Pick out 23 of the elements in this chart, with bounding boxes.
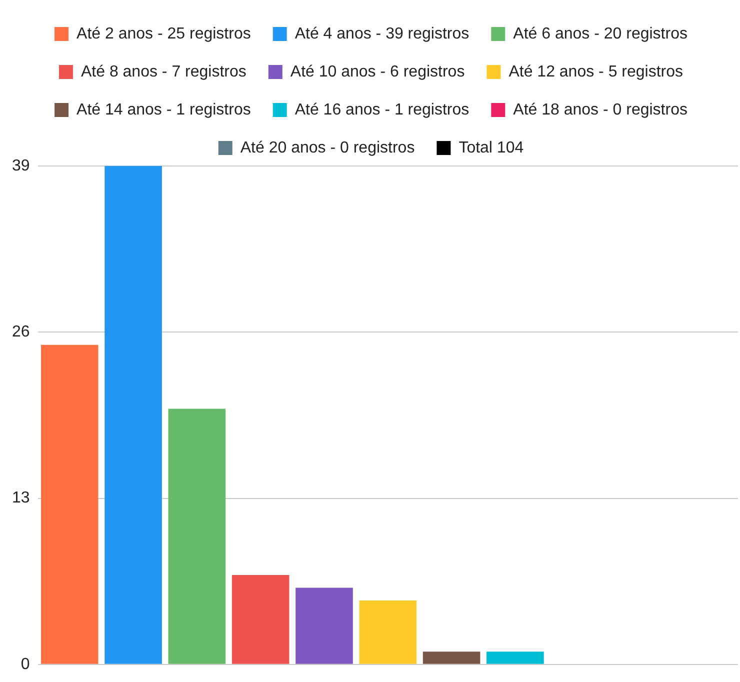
legend-label: Até 12 anos - 5 registros (508, 63, 684, 80)
legend-label: Total 104 (458, 139, 524, 156)
legend-label: Até 8 anos - 7 registros (80, 63, 246, 80)
legend-label: Até 14 anos - 1 registros (76, 101, 251, 118)
y-tick-label: 39 (12, 157, 30, 174)
bar (232, 574, 290, 664)
y-tick-label: 26 (12, 324, 30, 341)
y-tick-label: 0 (20, 656, 30, 673)
bar (486, 652, 544, 664)
legend-label: Até 6 anos - 20 registros (513, 25, 688, 42)
legend-label: Até 2 anos - 25 registros (76, 25, 251, 42)
bar (296, 588, 353, 664)
bar (359, 600, 417, 664)
bar (168, 408, 226, 664)
bar (40, 344, 98, 664)
legend-label: Até 20 anos - 0 registros (240, 139, 415, 156)
legend-label: Até 10 anos - 6 registros (290, 63, 465, 80)
legend-label: Até 16 anos - 1 registros (294, 101, 470, 118)
legend-label: Até 18 anos - 0 registros (513, 101, 688, 118)
legend-label: Até 4 anos - 39 registros (294, 25, 470, 42)
bar (104, 166, 162, 664)
bar (422, 652, 480, 664)
y-tick-label: 13 (12, 490, 30, 507)
